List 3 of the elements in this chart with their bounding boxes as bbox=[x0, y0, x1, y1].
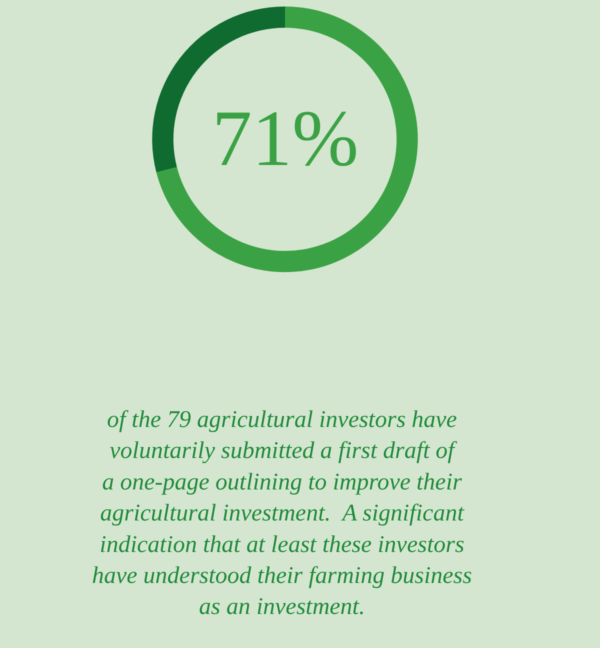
text: 71% bbox=[212, 95, 359, 183]
text: of the 79 agricultural investors have voluntarily submitted a first draft of a one-page outlining to improve their agricultural investment. A significant indication that at least these investors have understood their farming business as an investment. bbox=[92, 407, 472, 620]
donut-slice bbox=[156, 6, 418, 272]
